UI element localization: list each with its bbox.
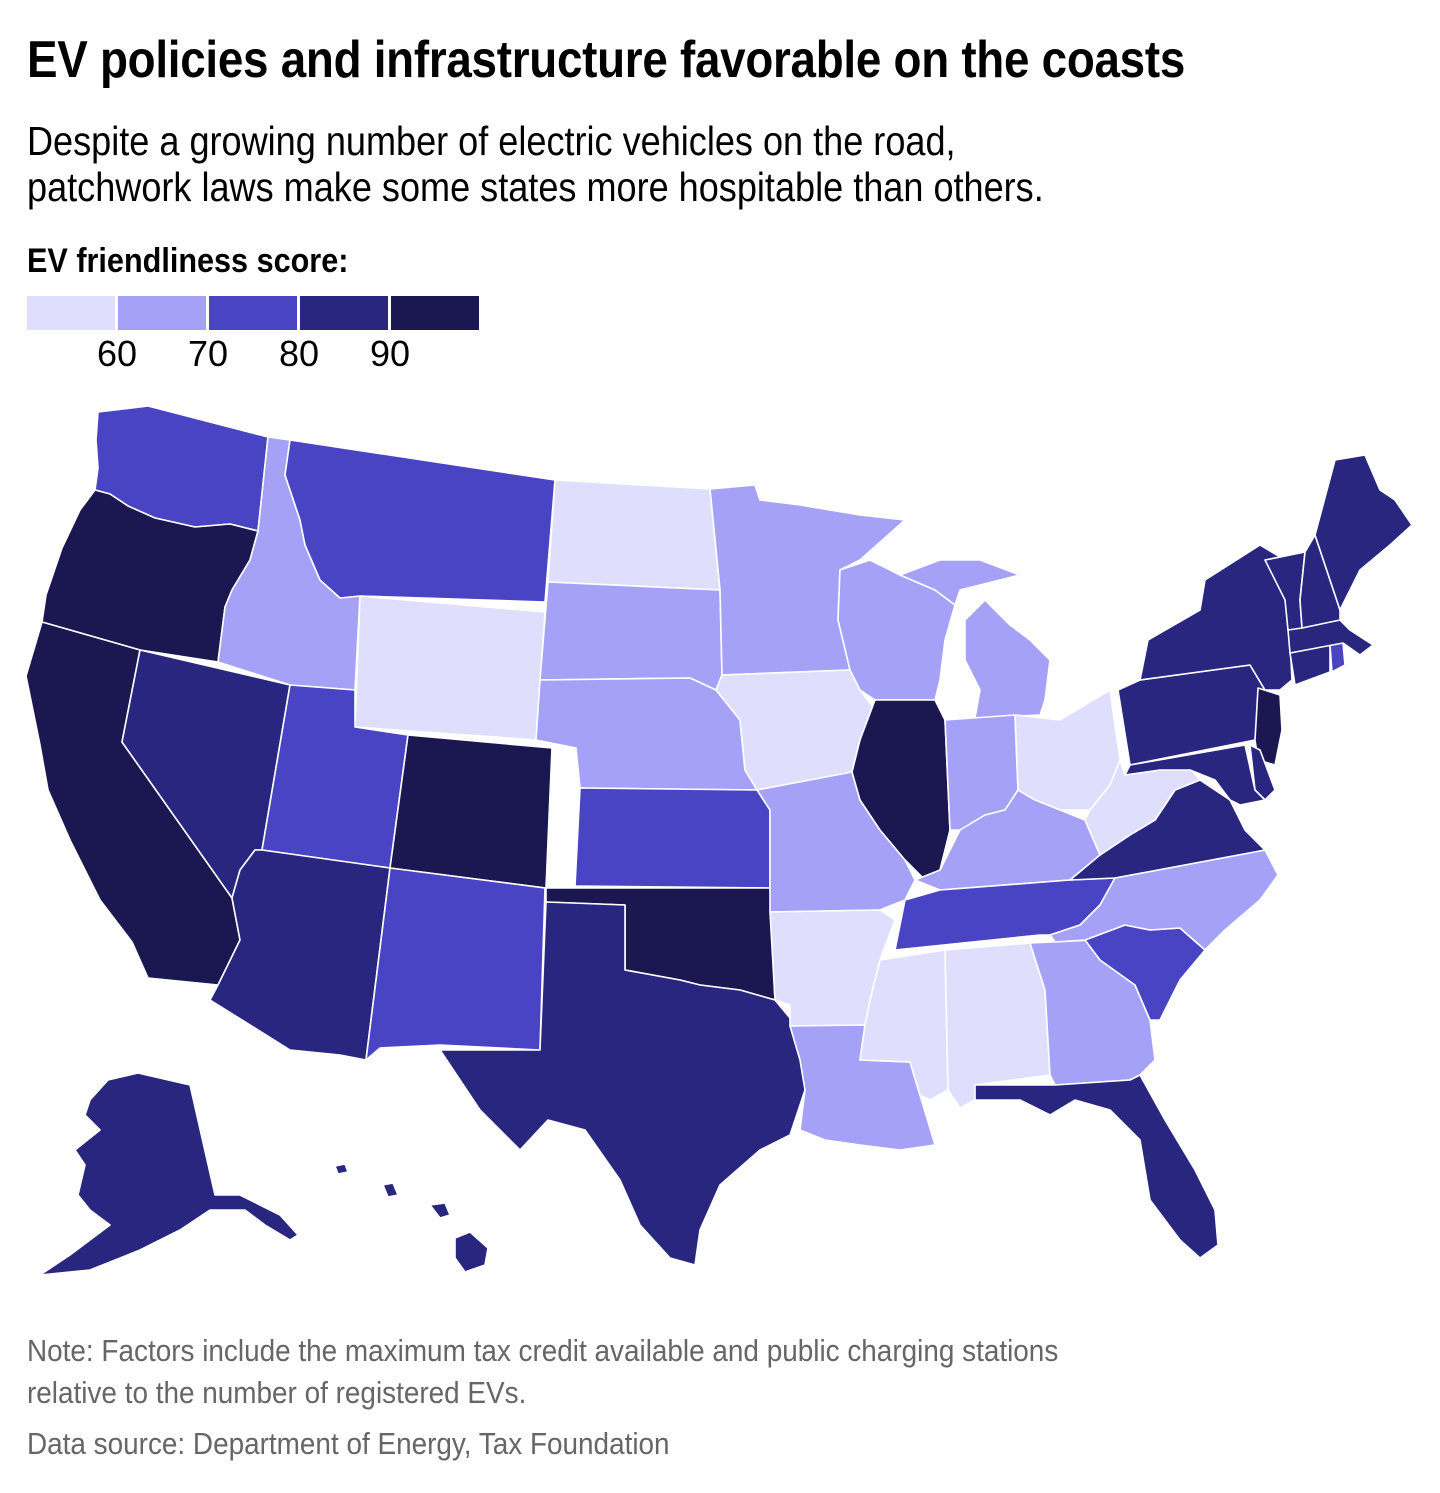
state-MI-lower[interactable] [964, 599, 1051, 719]
state-MT[interactable] [284, 439, 556, 603]
legend-tick-label: 60 [96, 333, 138, 374]
footer-note: Note: Factors include the maximum tax cr… [27, 1330, 1377, 1414]
state-TX[interactable] [439, 901, 806, 1266]
state-WY[interactable] [354, 595, 546, 741]
chart-title: EV policies and infrastructure favorable… [27, 31, 1186, 89]
state-NJ[interactable] [1254, 687, 1283, 766]
state-HI-kauai[interactable] [334, 1163, 349, 1175]
data-source: Data source: Department of Energy, Tax F… [27, 1426, 670, 1461]
chart-subtitle: Despite a growing number of electric veh… [27, 118, 1365, 210]
state-NM[interactable] [365, 867, 546, 1061]
legend-swatch-2 [209, 296, 297, 330]
state-FL[interactable] [974, 1074, 1219, 1259]
state-SD[interactable] [539, 581, 723, 691]
state-DE[interactable] [1249, 744, 1276, 801]
state-NC[interactable] [1049, 849, 1279, 951]
state-RI[interactable] [1329, 642, 1346, 673]
legend-title: EV friendliness score: [27, 242, 349, 280]
state-MA[interactable] [1287, 619, 1374, 656]
state-HI-maui[interactable] [429, 1202, 451, 1219]
subtitle-line: patchwork laws make some states more hos… [27, 164, 1044, 210]
legend-ticks: 60 70 80 90 [27, 334, 487, 374]
state-AL[interactable] [944, 942, 1051, 1109]
us-choropleth-map [0, 390, 1440, 1290]
legend-swatch-4 [391, 296, 479, 330]
state-KS[interactable] [574, 787, 771, 889]
state-MD[interactable] [1124, 744, 1266, 806]
state-HI-oahu[interactable] [382, 1182, 399, 1198]
legend-swatch-0 [27, 296, 115, 330]
state-MI[interactable] [899, 559, 1021, 606]
legend-tick-label: 80 [278, 333, 320, 374]
legend-color-scale [27, 296, 479, 330]
map-svg [25, 405, 1413, 1276]
note-line: Note: Factors include the maximum tax cr… [27, 1333, 1059, 1368]
state-IL[interactable] [851, 699, 951, 881]
state-AK[interactable] [39, 1072, 299, 1276]
note-line: relative to the number of registered EVs… [27, 1375, 527, 1410]
legend-swatch-3 [300, 296, 388, 330]
state-HI[interactable] [454, 1231, 489, 1273]
state-AZ[interactable] [209, 849, 391, 1061]
state-ND[interactable] [547, 479, 721, 591]
legend-swatch-1 [118, 296, 206, 330]
state-CO[interactable] [389, 734, 553, 889]
state-ME[interactable] [1314, 454, 1413, 611]
subtitle-line: Despite a growing number of electric veh… [27, 118, 956, 164]
legend-tick-label: 70 [187, 333, 229, 374]
legend-tick-label: 90 [369, 333, 411, 374]
